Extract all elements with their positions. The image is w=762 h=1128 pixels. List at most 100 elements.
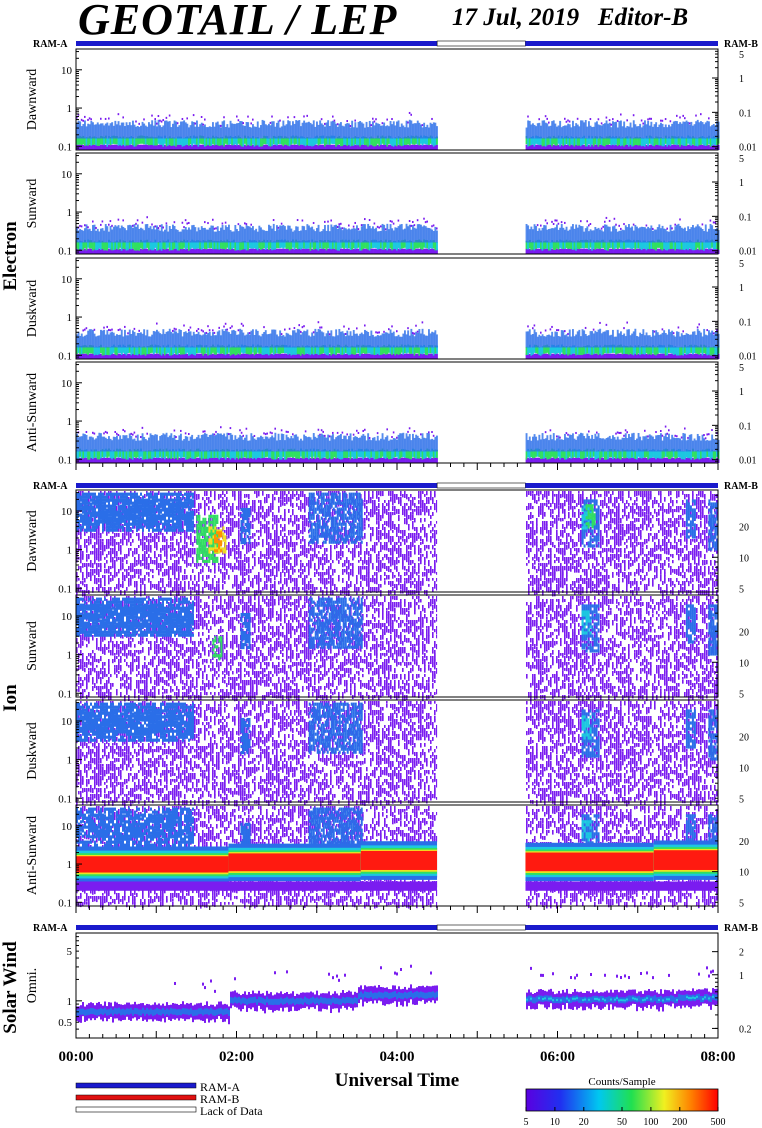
ion-ram-bar xyxy=(76,483,718,488)
y-tick-label: 0.1 xyxy=(58,583,72,595)
y-tick-label-right: 1 xyxy=(739,971,744,982)
y-tick-label: 1 xyxy=(67,312,73,324)
ram-a-label-left: RAM-A xyxy=(33,39,68,50)
lack-of-data-bar xyxy=(437,925,525,930)
y-tick-label-right: 20 xyxy=(739,732,749,743)
y-tick-label-right: 20 xyxy=(739,837,749,848)
y-tick-label: 1 xyxy=(67,859,73,871)
ram-b-label-right: RAM-B xyxy=(724,481,758,492)
x-tick-label: 02:00 xyxy=(219,1049,254,1065)
y-tick-label-right: 1 xyxy=(739,178,744,189)
ram-a-label-left: RAM-A xyxy=(33,923,68,934)
ram-a-bar xyxy=(76,483,437,488)
panel-label: Anti-Sunward xyxy=(25,816,40,895)
electron-spectrogram: 0.1 1 10 0.01 0.1 1 5 xyxy=(58,258,756,363)
y-tick-label-right: 20 xyxy=(739,627,749,638)
ram-a-bar xyxy=(76,925,437,930)
ram-b-label-right: RAM-B xyxy=(724,39,758,50)
panel-label: Dawnward xyxy=(25,510,40,571)
y-tick-label: 0.1 xyxy=(58,245,72,257)
y-tick-label-right: 0.1 xyxy=(739,212,752,223)
x-tick-label: 04:00 xyxy=(380,1049,415,1065)
y-tick-label-right: 5 xyxy=(739,50,744,61)
ram-a-swatch xyxy=(76,1083,196,1088)
y-tick-label-right: 5 xyxy=(739,689,744,700)
panel-label: Anti-Sunward xyxy=(25,373,40,452)
y-tick-label: 10 xyxy=(61,274,73,286)
y-tick-label-right: 0.2 xyxy=(739,1024,752,1035)
y-tick-label: 10 xyxy=(61,821,73,833)
x-tick-label: 08:00 xyxy=(701,1049,736,1065)
y-tick-label-right: 1 xyxy=(739,283,744,294)
y-tick-label: 10 xyxy=(61,169,73,181)
y-tick-label: 10 xyxy=(61,65,73,77)
time-ticks xyxy=(76,906,718,913)
lack-of-data-legend-label: Lack of Data xyxy=(200,1104,263,1118)
y-tick-label-right: 20 xyxy=(739,522,749,533)
y-tick-label: 1 xyxy=(67,103,73,115)
y-tick-label-right: 0.01 xyxy=(739,456,757,467)
panel-label: Omni. xyxy=(25,968,40,1003)
y-tick-label-right: 5 xyxy=(739,154,744,165)
y-tick-label-right: 10 xyxy=(739,763,749,774)
y-tick-label-right: 0.01 xyxy=(739,352,757,363)
y-tick-label: 1 xyxy=(67,650,73,662)
colorbar-title: Counts/Sample xyxy=(588,1076,655,1088)
colorbar-tick-label: 20 xyxy=(579,1117,589,1128)
colorbar-tick-label: 100 xyxy=(643,1117,658,1128)
ram-a-bar xyxy=(525,925,718,930)
ram-a-bar xyxy=(76,41,437,46)
y-tick-label: 1 xyxy=(67,207,73,219)
solar-wind-ram-bar xyxy=(76,925,718,930)
y-tick-label: 0.1 xyxy=(58,688,72,700)
y-tick-label-right: 5 xyxy=(739,794,744,805)
panel-frame xyxy=(76,933,718,1038)
ion-spectrogram: 0.1 1 10 5 10 20 xyxy=(58,700,749,807)
y-tick-label-right: 0.1 xyxy=(739,421,752,432)
y-tick-label-right: 0.1 xyxy=(739,108,752,119)
y-tick-label: 1 xyxy=(67,996,73,1008)
y-tick-label: 10 xyxy=(61,506,73,518)
ram-b-swatch xyxy=(76,1095,196,1100)
group-label-ion: Ion xyxy=(0,684,21,712)
time-ticks xyxy=(76,463,718,470)
panel-label: Dawnward xyxy=(25,69,40,130)
colorbar-tick-label: 500 xyxy=(711,1117,726,1128)
y-tick-label: 0.1 xyxy=(58,350,72,362)
y-tick-label: 10 xyxy=(61,716,73,728)
y-tick-label: 5 xyxy=(67,946,73,958)
y-tick-label: 1 xyxy=(67,416,73,428)
electron-ram-bar xyxy=(76,41,718,46)
colorbar-tick-label: 10 xyxy=(550,1117,560,1128)
time-ticks xyxy=(76,1031,718,1038)
y-tick-label: 0.1 xyxy=(58,454,72,466)
group-label-electron: Electron xyxy=(0,221,21,291)
group-label-solar-wind: Solar Wind xyxy=(0,941,21,1034)
y-tick-label: 0.1 xyxy=(58,897,72,909)
colorbar-tick-label: 200 xyxy=(672,1117,687,1128)
y-tick-label: 10 xyxy=(61,611,73,623)
lack-of-data-bar xyxy=(437,41,525,46)
y-tick-label-right: 5 xyxy=(739,259,744,270)
y-tick-label-right: 10 xyxy=(739,658,749,669)
y-tick-label: 1 xyxy=(67,755,73,767)
x-axis-label: Universal Time xyxy=(335,1070,459,1091)
x-tick-label: 06:00 xyxy=(540,1049,575,1065)
y-tick-label-right: 5 xyxy=(739,584,744,595)
y-tick-label: 0.1 xyxy=(58,793,72,805)
lack-of-data-bar xyxy=(437,483,525,488)
panel-label: Sunward xyxy=(25,179,40,229)
y-tick-label: 10 xyxy=(61,378,73,390)
colorbar-tick-label: 5 xyxy=(524,1117,529,1128)
x-tick-label: 00:00 xyxy=(59,1049,94,1065)
ram-b-label-right: RAM-B xyxy=(724,923,758,934)
y-tick-label-right: 0.1 xyxy=(739,317,752,328)
y-tick-label: 0.1 xyxy=(58,141,72,153)
panel-label: Duskward xyxy=(25,280,40,338)
